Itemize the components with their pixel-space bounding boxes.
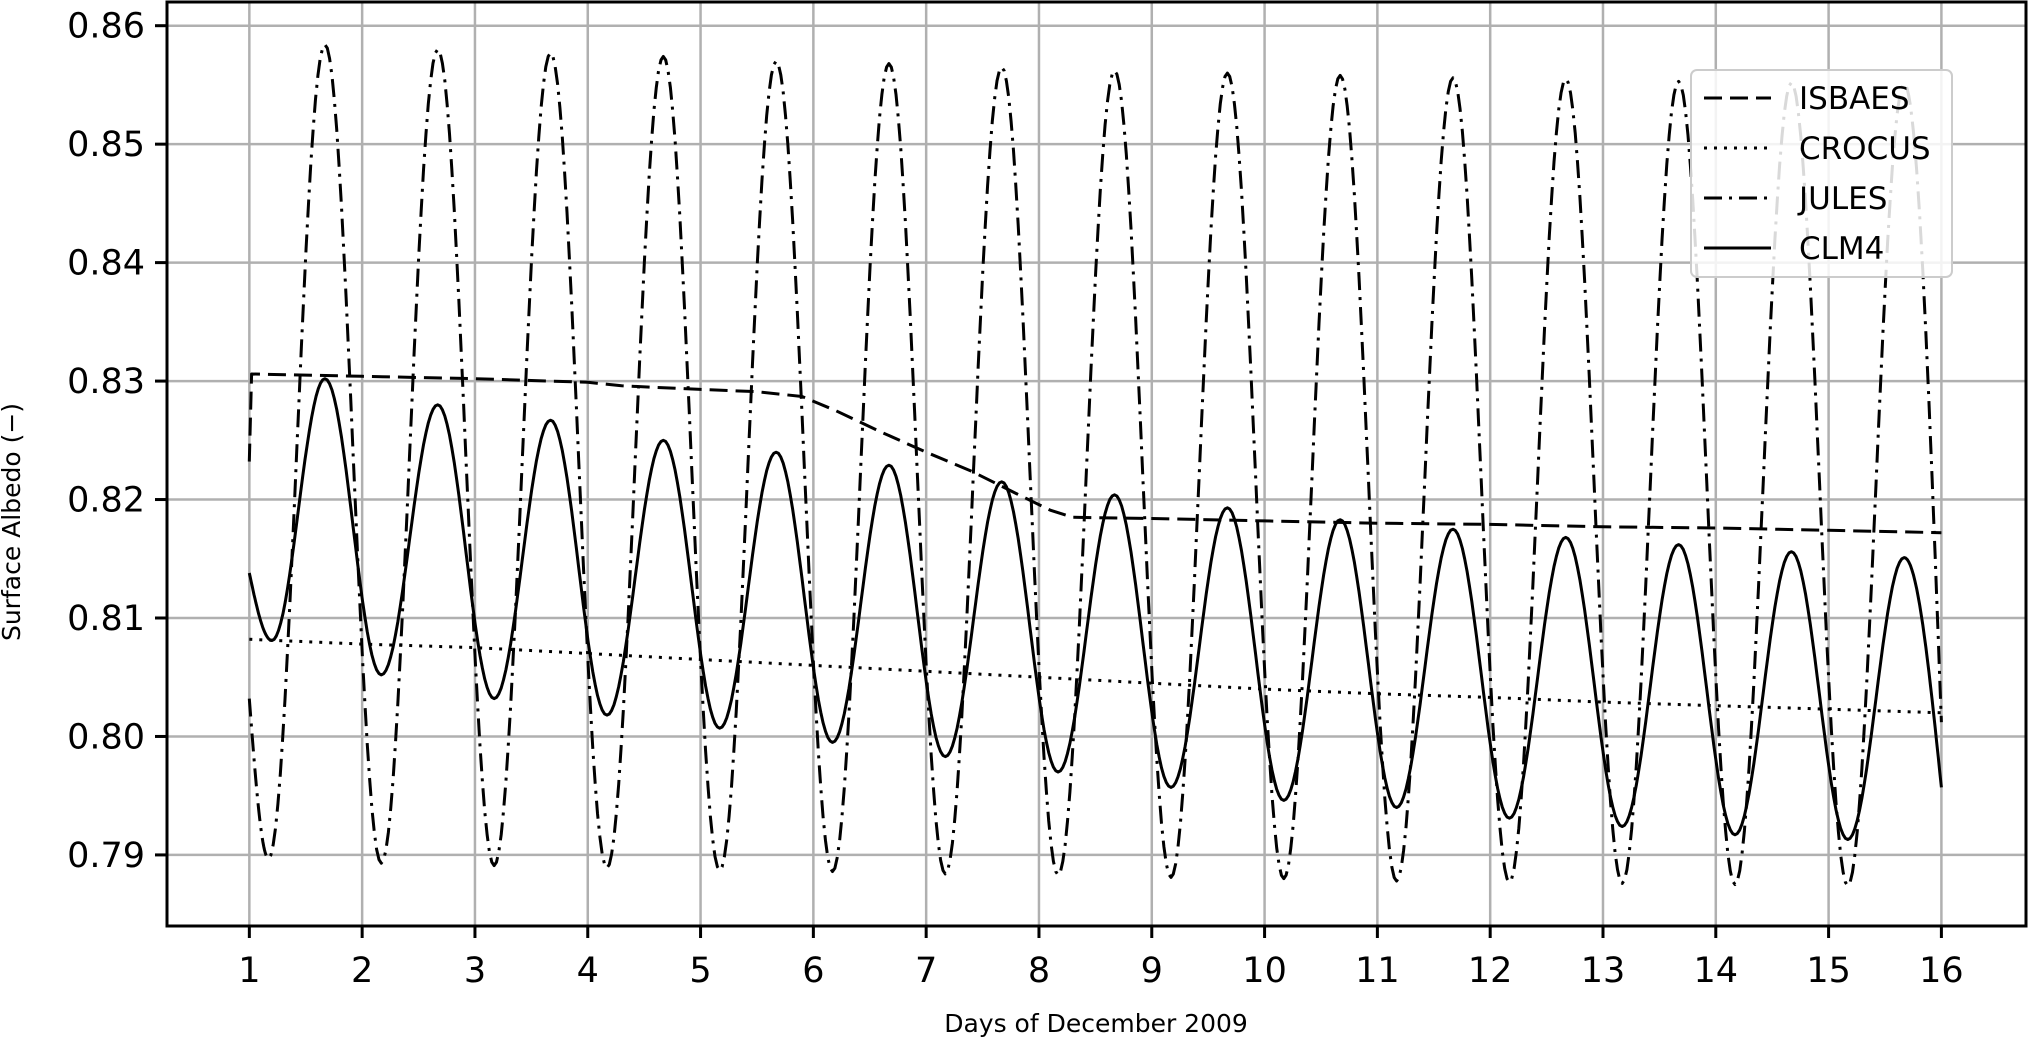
legend-box (1690, 69, 1953, 278)
x-tick-label: 3 (464, 951, 486, 991)
y-tick-label: 0.79 (67, 836, 145, 876)
y-tick-label: 0.83 (67, 362, 145, 402)
y-tick-label: 0.86 (67, 7, 145, 47)
y-tick-label: 0.81 (67, 599, 145, 639)
x-tick-label: 6 (802, 951, 824, 991)
series-line-jules (247, 43, 1943, 888)
series-line-crocus (249, 637, 1942, 715)
x-tick-label: 1 (238, 951, 260, 991)
plot-frame (165, 0, 2028, 928)
axis-ticks: 1 2 3 4 5 6 7 8 9 10 11 12 13 14 15 160.790.800.810.820… (67, 7, 1964, 991)
y-tick-label: 0.82 (67, 481, 145, 521)
legend-label-isbaes: ISBAES (1799, 81, 1910, 117)
x-tick-label: 2 (351, 951, 373, 991)
legend: ISBAES CROCUS JULES CLM4 (1690, 69, 1953, 278)
x-tick-label: 13 (1581, 951, 1626, 991)
x-tick-label: 5 (689, 951, 711, 991)
x-tick-label: 14 (1694, 951, 1739, 991)
x-tick-label: 7 (915, 951, 937, 991)
x-tick-label: 15 (1806, 951, 1851, 991)
x-tick-label: 4 (577, 951, 599, 991)
y-tick-label: 0.85 (67, 125, 145, 165)
series-lines (247, 43, 1943, 888)
x-axis-title: Days of December 2009 (944, 1009, 1248, 1038)
y-axis-title: Surface Albedo (−) (0, 403, 26, 641)
y-tick-label: 0.80 (67, 717, 145, 757)
legend-label-clm4: CLM4 (1799, 231, 1884, 267)
x-tick-label: 12 (1468, 951, 1513, 991)
x-tick-label: 9 (1141, 951, 1163, 991)
legend-label-jules: JULES (1797, 181, 1887, 217)
y-tick-label: 0.84 (67, 244, 145, 284)
x-tick-label: 16 (1919, 951, 1964, 991)
series-line-isbaes (247, 372, 1942, 535)
legend-label-crocus: CROCUS (1799, 131, 1931, 167)
series-line-clm4 (247, 377, 1943, 841)
x-tick-label: 10 (1242, 951, 1287, 991)
x-tick-label: 8 (1028, 951, 1050, 991)
x-tick-label: 11 (1355, 951, 1400, 991)
